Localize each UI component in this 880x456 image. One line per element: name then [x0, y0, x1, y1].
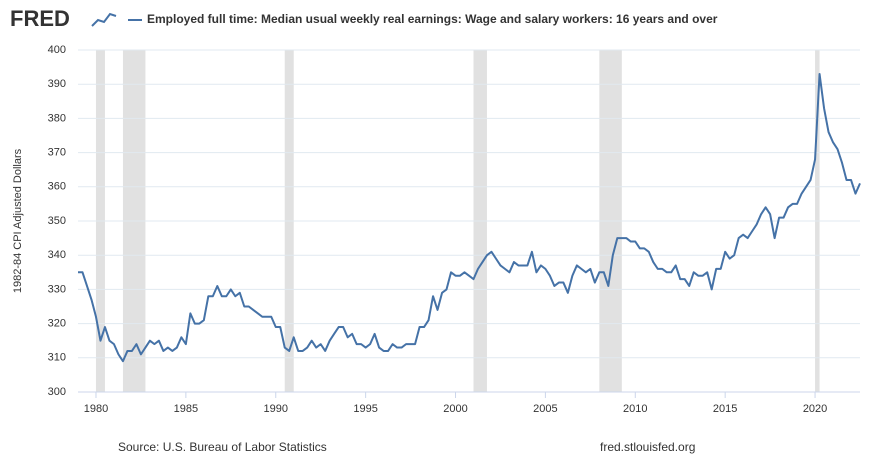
x-tick-label: 1985 — [174, 403, 198, 415]
y-tick-label: 360 — [48, 181, 66, 193]
y-axis-label: 1982-84 CPI Adjusted Dollars — [12, 148, 24, 293]
y-tick-label: 400 — [48, 44, 66, 56]
x-tick-label: 2010 — [623, 403, 647, 415]
x-tick-label: 2000 — [443, 403, 467, 415]
y-tick-label: 310 — [48, 352, 66, 364]
data-line — [78, 72, 861, 363]
y-tick-label: 320 — [48, 318, 66, 330]
legend-entry: Employed full time: Median usual weekly … — [147, 12, 718, 26]
y-tick-label: 330 — [48, 283, 66, 295]
y-tick-label: 370 — [48, 147, 66, 159]
x-tick-label: 2020 — [803, 403, 827, 415]
x-tick-label: 1990 — [264, 403, 288, 415]
y-tick-label: 350 — [48, 215, 66, 227]
x-tick-label: 2015 — [713, 403, 737, 415]
logo-icon — [91, 12, 117, 27]
site: fred.stlouisfed.org — [600, 440, 695, 454]
x-tick-label: 2005 — [533, 403, 557, 415]
y-tick-label: 340 — [48, 249, 66, 261]
y-tick-label: 390 — [48, 78, 66, 90]
source: Source: U.S. Bureau of Labor Statistics — [118, 440, 327, 454]
y-tick-label: 300 — [48, 386, 66, 398]
y-tick-label: 380 — [48, 112, 66, 124]
x-tick-label: 1980 — [84, 403, 108, 415]
logo: FRED — [10, 6, 70, 31]
x-tick-label: 1995 — [353, 403, 377, 415]
